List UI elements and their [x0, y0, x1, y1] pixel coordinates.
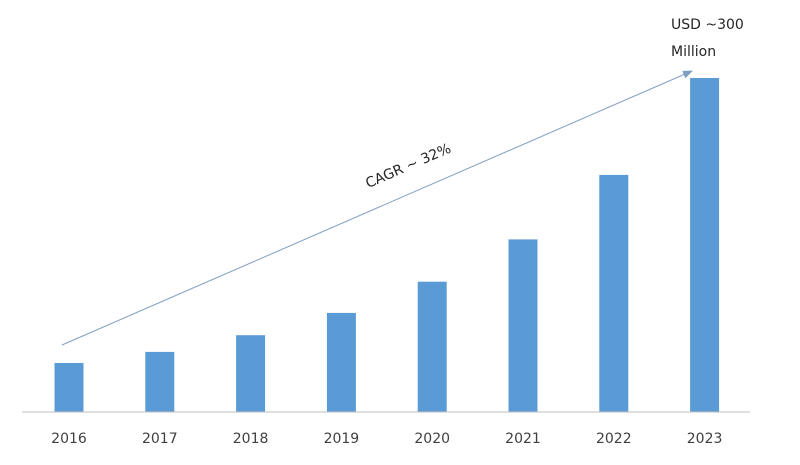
x-tick-label-2016: 2016 — [51, 431, 87, 447]
bar-2017 — [145, 351, 175, 412]
bar-2020 — [417, 281, 447, 412]
bar-2023 — [690, 78, 720, 412]
bar-2016 — [54, 363, 84, 412]
x-tick-label-2018: 2018 — [233, 431, 269, 447]
x-tick-label-2022: 2022 — [596, 431, 632, 447]
cagr-trend-arrow — [61, 70, 693, 346]
bar-2022 — [599, 174, 629, 412]
cagr-label: CAGR ~ 32% — [363, 141, 453, 192]
end-value-label-line-2: Million — [671, 44, 716, 60]
x-tick-label-2021: 2021 — [505, 431, 541, 447]
x-tick-label-2017: 2017 — [142, 431, 178, 447]
x-tick-labels: 2016 2017 2018 2019 2020 2021 2022 2023 — [51, 431, 722, 447]
x-tick-label-2019: 2019 — [324, 431, 360, 447]
end-value-label-line-1: USD ~300 — [671, 17, 744, 33]
x-tick-label-2020: 2020 — [414, 431, 450, 447]
bar-2019 — [326, 312, 356, 412]
bars-group — [54, 78, 720, 412]
bar-2021 — [508, 239, 538, 412]
x-tick-label-2023: 2023 — [687, 431, 723, 447]
bar-2018 — [236, 335, 266, 412]
